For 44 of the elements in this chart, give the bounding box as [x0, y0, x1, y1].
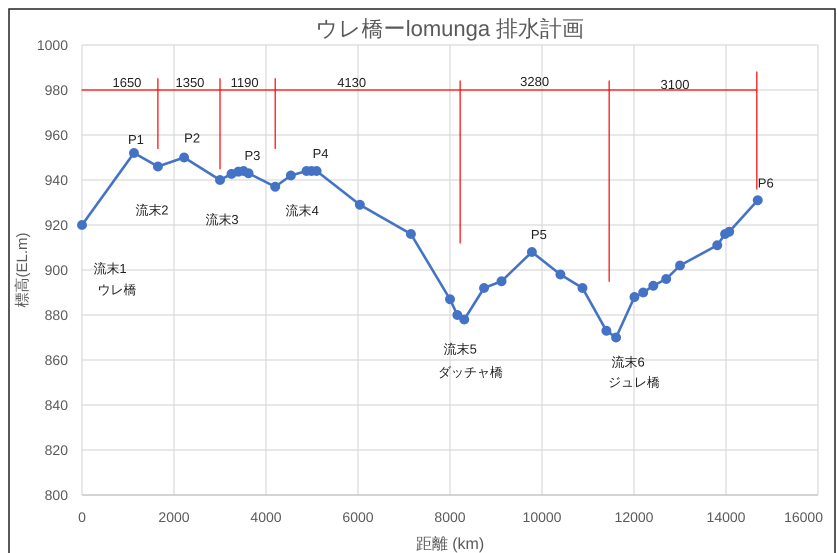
x-tick-label: 14000 — [706, 509, 746, 525]
annotation: P1 — [128, 132, 144, 147]
x-tick-label: 10000 — [522, 509, 562, 525]
annotation: P4 — [312, 146, 328, 161]
annotation: 3280 — [520, 74, 550, 89]
annotation: 流末5 — [444, 342, 477, 356]
annotation: 流末1 — [93, 261, 127, 276]
annotation: ダッチャ橋 — [438, 364, 503, 380]
annotation: 流末6 — [611, 354, 645, 370]
x-tick-label: 6000 — [342, 509, 374, 525]
chart-title: ウレ橋ーlomunga 排水計画 — [316, 16, 584, 41]
annotation: 流末2 — [135, 202, 169, 218]
annotation: 1650 — [112, 75, 142, 90]
y-tick-label: 940 — [44, 172, 68, 188]
y-axis-title: 標高(EL.m) — [14, 232, 31, 308]
y-tick-label: 880 — [44, 307, 68, 323]
annotation: 流末3 — [205, 212, 239, 227]
annotation: 1350 — [175, 75, 204, 90]
y-tick-label: 900 — [44, 262, 68, 278]
y-tick-label: 860 — [44, 352, 68, 368]
annotation: ジュレ橋 — [608, 374, 660, 390]
x-tick-label: 16000 — [784, 509, 824, 525]
y-tick-label: 980 — [44, 82, 68, 98]
annotation: 3100 — [660, 77, 690, 92]
annotation: ウレ橋 — [98, 282, 136, 297]
annotation: P5 — [530, 227, 547, 242]
x-tick-label: 4000 — [250, 509, 282, 525]
annotation: P6 — [758, 175, 774, 190]
y-tick-label: 1000 — [36, 37, 68, 53]
y-tick-label: 820 — [44, 442, 68, 458]
x-tick-label: 2000 — [158, 509, 190, 525]
x-tick-label: 12000 — [614, 509, 654, 525]
x-tick-label: 8000 — [434, 509, 466, 525]
annotation: P3 — [244, 148, 260, 163]
y-tick-label: 920 — [44, 217, 68, 233]
annotation: 1190 — [230, 75, 259, 90]
x-tick-label: 0 — [78, 509, 86, 525]
y-tick-label: 840 — [44, 397, 68, 413]
y-tick-label: 960 — [44, 127, 68, 143]
annotation: 4130 — [337, 75, 366, 90]
y-tick-label: 800 — [44, 487, 68, 503]
annotation: 流末4 — [286, 202, 319, 218]
annotation: P2 — [184, 130, 200, 146]
x-axis-title: 距離 (km) — [416, 535, 484, 553]
